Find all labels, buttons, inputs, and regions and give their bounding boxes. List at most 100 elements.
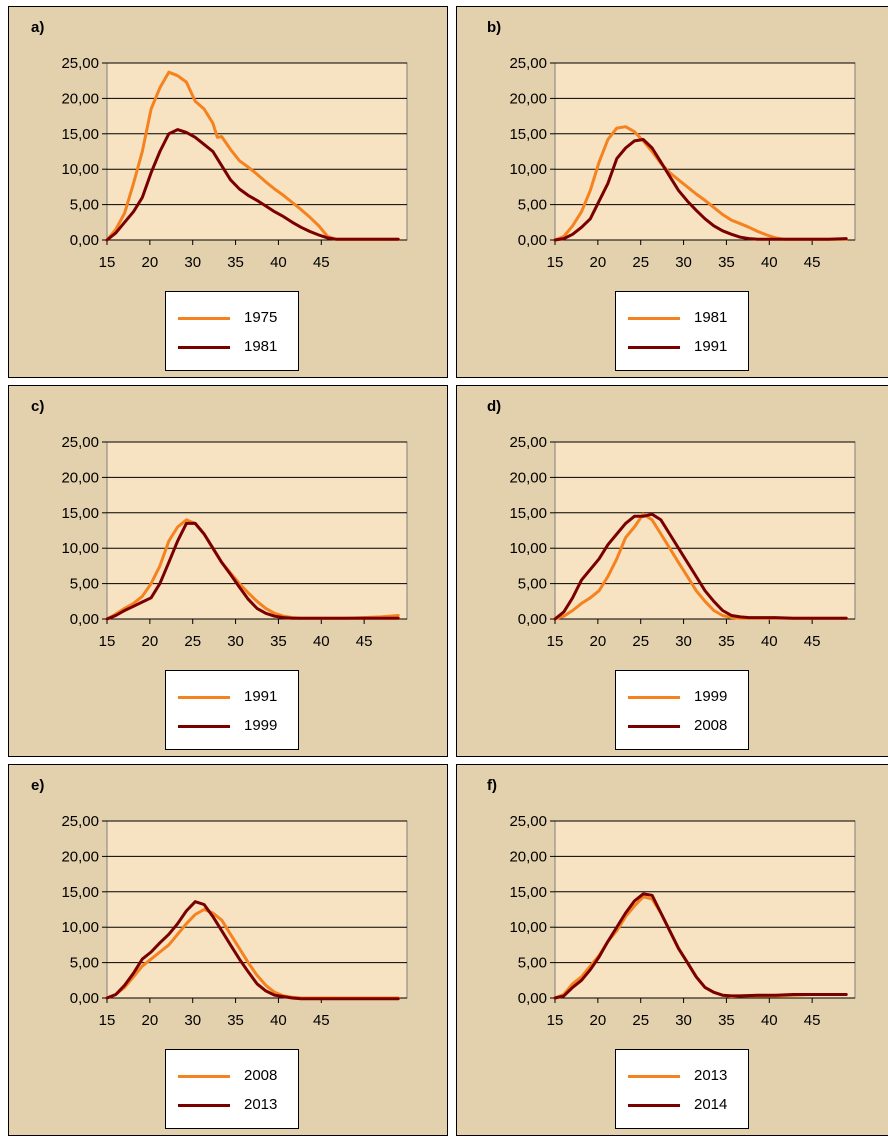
plot-area [106, 441, 408, 620]
legend-label: 2008 [244, 1067, 278, 1084]
legend-swatch-b [178, 346, 230, 349]
legend-swatch-a [628, 317, 680, 320]
legend-swatch-b [178, 1104, 230, 1107]
x-tick-label: 40 [270, 254, 287, 271]
x-tick-label: 25 [632, 633, 649, 650]
line-chart-d: 0,00 5,00 10,00 15,00 20,00 25,00 15 20 25 30 35 40… [509, 434, 856, 650]
x-tick-label: 35 [270, 633, 287, 650]
y-tick-label: 25,00 [509, 434, 547, 451]
legend: 1981 1991 [615, 291, 749, 371]
panel-label: a) [31, 19, 45, 36]
line-chart-a: 0,00 5,00 10,00 15,00 20,00 25,00 15 20 30 35 40 45 [61, 55, 408, 271]
y-tick-label: 5,00 [70, 576, 99, 593]
y-tick-label: 25,00 [509, 55, 547, 72]
x-tick-label: 30 [227, 633, 244, 650]
x-tick-label: 40 [270, 1012, 287, 1029]
y-tick-label: 10,00 [509, 161, 547, 178]
legend-label: 1991 [244, 688, 278, 705]
y-tick-label: 20,00 [61, 848, 99, 865]
legend-label: 1999 [244, 717, 278, 734]
panel-a: a) 0,00 5,00 10,00 15,00 20,00 25,00 15 20 30 35 4… [8, 6, 448, 378]
y-tick-label: 0,00 [70, 990, 99, 1007]
y-tick-label: 20,00 [509, 469, 547, 486]
x-tick-label: 30 [675, 633, 692, 650]
legend-item: 1991 [178, 687, 290, 707]
y-tick-label: 25,00 [61, 813, 99, 830]
legend-swatch-b [628, 725, 680, 728]
x-tick-label: 25 [632, 1012, 649, 1029]
plot-area [554, 62, 856, 241]
y-tick-label: 5,00 [70, 197, 99, 214]
legend-label: 2008 [694, 717, 728, 734]
y-tick-label: 5,00 [518, 576, 547, 593]
x-tick-label: 45 [804, 633, 821, 650]
series-line-1975 [105, 70, 400, 242]
legend-item: 1981 [628, 308, 740, 328]
y-tick-label: 0,00 [70, 232, 99, 249]
x-tick-label: 35 [227, 1012, 244, 1029]
series-line-1991 [553, 138, 848, 242]
y-tick-label: 10,00 [61, 540, 99, 557]
legend-swatch-a [628, 1075, 680, 1078]
x-tick-label: 20 [590, 633, 607, 650]
legend-item: 1991 [628, 337, 740, 357]
panel-label: c) [31, 398, 45, 415]
series-line-2008 [553, 512, 848, 621]
legend: 2008 2013 [165, 1049, 299, 1129]
panel-label: b) [487, 19, 502, 36]
x-tick-label: 15 [547, 633, 564, 650]
series-line-1999 [105, 521, 400, 621]
legend-swatch-b [628, 1104, 680, 1107]
panel-d: d) 0,00 5,00 10,00 15,00 20,00 25,00 15 20 25 30 3… [456, 385, 888, 757]
legend: 1975 1981 [165, 291, 299, 371]
x-tick-label: 15 [99, 633, 116, 650]
x-tick-label: 15 [99, 254, 116, 271]
series-line-2013 [105, 900, 400, 1001]
legend-label: 1981 [694, 309, 728, 326]
legend-item: 1999 [178, 716, 290, 736]
y-tick-label: 20,00 [61, 469, 99, 486]
x-tick-label: 15 [99, 1012, 116, 1029]
x-tick-label: 40 [313, 633, 330, 650]
y-tick-label: 0,00 [518, 990, 547, 1007]
x-tick-label: 35 [227, 254, 244, 271]
x-tick-label: 45 [804, 254, 821, 271]
legend-label: 2014 [694, 1096, 728, 1113]
legend-item: 2008 [628, 716, 740, 736]
legend: 2013 2014 [615, 1049, 749, 1129]
x-tick-label: 30 [184, 254, 201, 271]
legend-item: 1999 [628, 687, 740, 707]
x-tick-label: 30 [184, 1012, 201, 1029]
line-chart-f: 0,00 5,00 10,00 15,00 20,00 25,00 15 20 25 30 35 40… [509, 813, 856, 1029]
legend: 1991 1999 [165, 670, 299, 750]
legend-item: 2013 [628, 1066, 740, 1086]
y-tick-label: 15,00 [509, 505, 547, 522]
legend: 1999 2008 [615, 670, 749, 750]
legend-item: 2008 [178, 1066, 290, 1086]
y-tick-label: 5,00 [518, 197, 547, 214]
y-tick-label: 20,00 [509, 90, 547, 107]
y-tick-label: 25,00 [61, 434, 99, 451]
y-tick-label: 0,00 [518, 611, 547, 628]
x-tick-label: 20 [142, 254, 159, 271]
y-tick-label: 0,00 [518, 232, 547, 249]
y-tick-label: 10,00 [509, 919, 547, 936]
legend-label: 1981 [244, 338, 278, 355]
panel-label: d) [487, 398, 502, 415]
y-tick-label: 5,00 [518, 955, 547, 972]
line-chart-e: 0,00 5,00 10,00 15,00 20,00 25,00 15 20 30 35 40 45 [61, 813, 408, 1029]
panel-label: e) [31, 777, 45, 794]
legend-swatch-a [628, 696, 680, 699]
legend-swatch-a [178, 317, 230, 320]
y-tick-label: 10,00 [61, 161, 99, 178]
y-tick-label: 15,00 [509, 126, 547, 143]
legend-swatch-a [178, 696, 230, 699]
legend-swatch-a [178, 1075, 230, 1078]
series-line-2014 [553, 892, 848, 1000]
x-tick-label: 45 [313, 1012, 330, 1029]
line-chart-c: 0,00 5,00 10,00 15,00 20,00 25,00 15 20 25 30 35 40… [61, 434, 408, 650]
legend-label: 1991 [694, 338, 728, 355]
legend-item: 2013 [178, 1095, 290, 1115]
x-tick-label: 35 [718, 633, 735, 650]
legend-swatch-b [178, 725, 230, 728]
